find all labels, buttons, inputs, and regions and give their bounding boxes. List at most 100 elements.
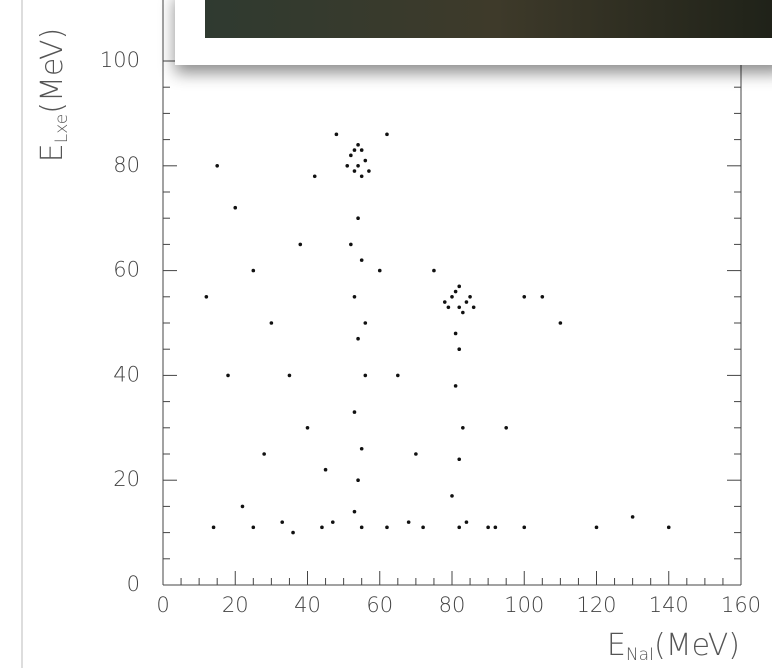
point bbox=[352, 148, 357, 152]
point bbox=[385, 132, 389, 137]
point bbox=[450, 494, 454, 498]
point bbox=[464, 300, 469, 304]
point bbox=[461, 426, 465, 430]
x-tick-label: 120 bbox=[576, 593, 616, 617]
point bbox=[356, 143, 360, 147]
point bbox=[352, 169, 357, 173]
point bbox=[453, 331, 458, 336]
point bbox=[493, 525, 498, 530]
point bbox=[323, 467, 328, 472]
photo-frame bbox=[175, 0, 772, 65]
point bbox=[414, 452, 418, 456]
point bbox=[349, 153, 353, 158]
point bbox=[367, 169, 371, 173]
y-tick-label: 20 bbox=[113, 467, 140, 491]
point bbox=[450, 295, 454, 299]
photo bbox=[205, 0, 772, 38]
point bbox=[457, 347, 462, 352]
point bbox=[540, 295, 545, 299]
point bbox=[432, 268, 436, 273]
point bbox=[468, 295, 472, 299]
point bbox=[363, 373, 368, 378]
point bbox=[359, 446, 364, 451]
point bbox=[363, 158, 368, 163]
point bbox=[356, 216, 360, 220]
x-tick-label: 20 bbox=[222, 593, 249, 617]
point bbox=[453, 384, 458, 388]
point bbox=[359, 525, 364, 530]
point bbox=[287, 373, 292, 378]
point bbox=[594, 525, 599, 530]
x-tick-label: 100 bbox=[504, 593, 544, 617]
point bbox=[320, 525, 324, 530]
point bbox=[457, 457, 462, 462]
point bbox=[352, 295, 357, 299]
point bbox=[262, 452, 266, 456]
point bbox=[396, 373, 400, 378]
point bbox=[464, 520, 469, 524]
point bbox=[269, 321, 274, 325]
point bbox=[251, 525, 256, 530]
plot-area: 0 20 40 60 80 100 0 20 40 60 80 100 120 140 160 bbox=[100, 0, 761, 617]
point bbox=[330, 520, 335, 524]
point bbox=[204, 295, 209, 299]
point bbox=[356, 478, 360, 483]
point bbox=[291, 530, 295, 535]
point bbox=[457, 305, 462, 310]
x-tick-label: 160 bbox=[721, 593, 761, 617]
point bbox=[363, 321, 368, 325]
point bbox=[356, 336, 360, 341]
point bbox=[359, 258, 364, 262]
point bbox=[385, 525, 389, 530]
point bbox=[359, 148, 364, 152]
point bbox=[421, 525, 425, 530]
point bbox=[280, 520, 285, 524]
point bbox=[442, 300, 447, 304]
point bbox=[334, 132, 339, 137]
point bbox=[461, 310, 465, 315]
y-title-sub: Lxe bbox=[52, 114, 72, 143]
x-title-main: E bbox=[607, 628, 626, 663]
point bbox=[446, 305, 451, 310]
x-tick-label: 80 bbox=[439, 593, 466, 617]
point bbox=[305, 426, 310, 430]
point bbox=[471, 305, 476, 310]
point bbox=[522, 295, 527, 299]
point bbox=[666, 525, 671, 530]
x-tick-label: 140 bbox=[649, 593, 689, 617]
point bbox=[233, 205, 238, 210]
y-title-unit: (MeV) bbox=[35, 28, 70, 114]
x-tick-label: 40 bbox=[294, 593, 321, 617]
x-title-unit: (MeV) bbox=[654, 628, 740, 663]
point bbox=[345, 164, 350, 168]
point bbox=[630, 515, 635, 519]
point bbox=[215, 164, 219, 168]
point bbox=[486, 525, 490, 530]
point bbox=[226, 373, 230, 378]
x-tick-label: 60 bbox=[366, 593, 393, 617]
y-tick-label: 40 bbox=[113, 362, 140, 386]
point bbox=[558, 321, 563, 325]
point bbox=[453, 289, 458, 294]
point bbox=[457, 284, 462, 289]
x-axis-title: ENaI(MeV) bbox=[607, 628, 740, 665]
point bbox=[352, 509, 357, 514]
point bbox=[406, 520, 411, 524]
point bbox=[251, 268, 256, 273]
point bbox=[522, 525, 527, 530]
y-title-main: E bbox=[35, 143, 70, 162]
y-tick-label: 80 bbox=[113, 153, 140, 177]
x-title-sub: NaI bbox=[626, 645, 654, 665]
y-tick-label: 0 bbox=[127, 572, 140, 596]
y-tick-label: 60 bbox=[113, 258, 140, 282]
point bbox=[377, 268, 382, 273]
point bbox=[356, 164, 360, 168]
x-tick-label: 0 bbox=[156, 593, 169, 617]
point bbox=[504, 426, 508, 430]
point bbox=[211, 525, 216, 530]
y-tick-label: 100 bbox=[100, 48, 140, 72]
point bbox=[457, 525, 462, 530]
y-axis-title: ELxe(MeV) bbox=[35, 28, 72, 162]
